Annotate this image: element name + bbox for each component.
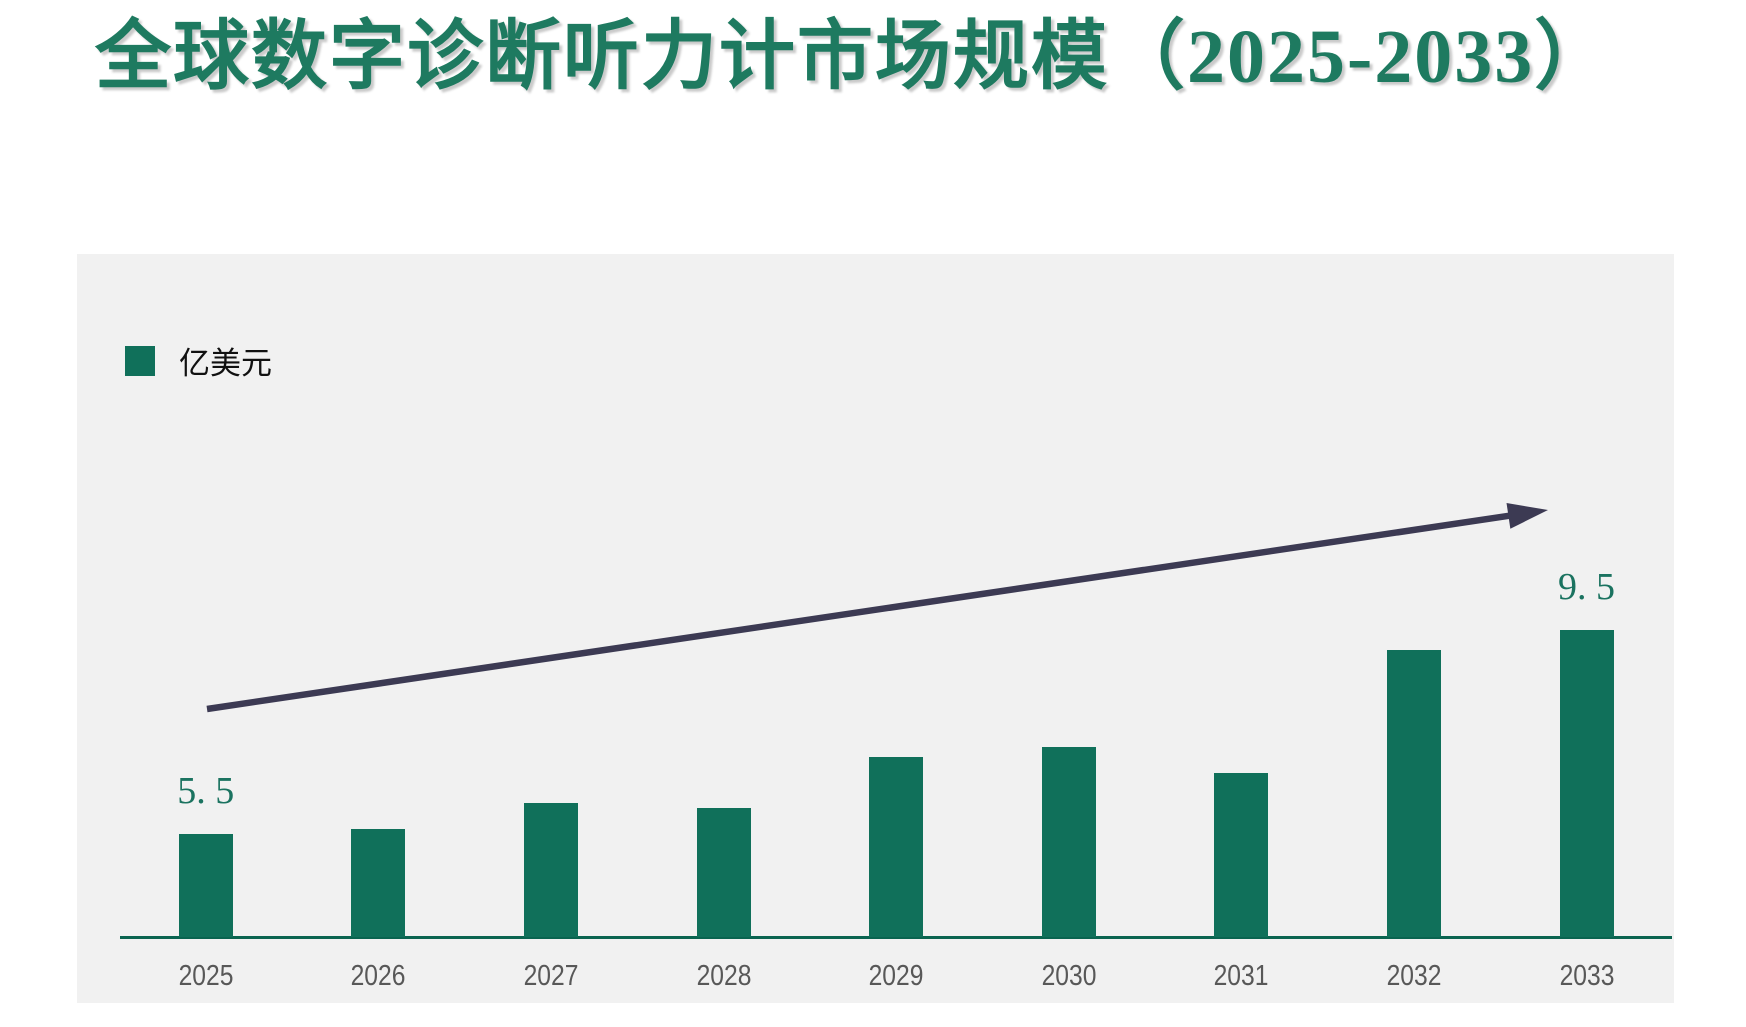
legend-swatch-icon	[125, 345, 155, 376]
legend-label: 亿美元	[179, 346, 272, 381]
chart-title: 全球数字诊断听力计市场规模（2025-2033）	[95, 15, 1613, 99]
bar-2033	[1559, 630, 1614, 937]
x-tick-2025: 2025	[178, 960, 234, 992]
bar-value-label-2033: 9. 5	[1558, 566, 1615, 608]
bar-2027	[523, 803, 578, 937]
bar-2032	[1386, 650, 1441, 937]
x-tick-2028: 2028	[696, 960, 751, 992]
bar-2029	[869, 757, 924, 937]
x-tick-2030: 2030	[1041, 960, 1097, 992]
legend: 亿美元	[125, 338, 272, 383]
x-tick-2033: 2033	[1559, 960, 1614, 992]
x-tick-2031: 2031	[1213, 960, 1269, 992]
bar-value-label-2025: 5. 5	[177, 770, 235, 812]
plot-area: 5. 5 2025 2026 2027 2028 2029 2030 2031 2032 9. 5…	[77, 254, 1674, 1003]
x-tick-2027: 2027	[523, 960, 579, 992]
bar-2026	[351, 829, 406, 937]
x-tick-2029: 2029	[868, 960, 924, 992]
bar-2030	[1041, 747, 1096, 937]
chart-panel: 亿美元 5. 5 2025 2026 2027 2028 2029 2030 2031 2032…	[77, 254, 1674, 1003]
x-axis-line	[120, 936, 1672, 939]
bar-2031	[1214, 773, 1269, 937]
x-tick-2026: 2026	[350, 960, 406, 992]
bar-2025	[178, 834, 233, 937]
x-tick-2032: 2032	[1386, 960, 1442, 992]
bar-2028	[696, 808, 751, 937]
